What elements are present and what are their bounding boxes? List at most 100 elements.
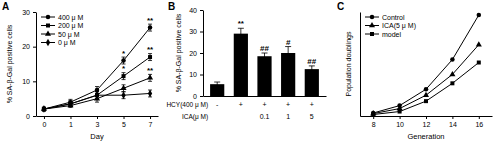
error-bar [148, 90, 152, 97]
annotation: ** [147, 66, 154, 75]
axis-line [203, 11, 204, 97]
legend-symbol [370, 32, 374, 36]
legend-symbol [369, 22, 375, 27]
marker [398, 110, 402, 114]
tick-mark [124, 116, 125, 119]
legend: ControlICA(5 μ M)model [365, 14, 416, 38]
marker [147, 74, 153, 79]
tick: 7 [149, 116, 153, 128]
tick: 8 [372, 116, 376, 128]
tick: 5 [122, 116, 126, 128]
tick-mark [33, 81, 36, 82]
x-axis-title: Generation [407, 132, 444, 141]
row-label: HCY(400 μ M) [166, 101, 208, 109]
marker [477, 61, 481, 65]
panel-label: C [337, 1, 344, 12]
tick-mark [150, 116, 151, 119]
table-cell: 5 [310, 113, 314, 120]
x-axis-title: Day [90, 132, 104, 141]
tick-mark [70, 116, 71, 119]
error-bar [262, 53, 268, 59]
bar [257, 56, 271, 96]
annotation: # [286, 38, 291, 47]
marker [42, 105, 46, 112]
tick-mark [33, 116, 36, 117]
table-cell: 0.1 [260, 113, 270, 120]
error-bar [68, 101, 72, 107]
error-bar [95, 92, 99, 99]
tick-label: 20 [22, 43, 30, 50]
tick-label: 7 [149, 121, 153, 128]
tick-mark [400, 116, 401, 119]
legend-label: 200 μ M [58, 22, 84, 30]
marker [95, 91, 99, 98]
figure: 013570102030********400 μ M200 μ M50 μ M… [0, 0, 500, 145]
marker [122, 74, 126, 78]
axis-line [36, 13, 37, 117]
tick: 20 [189, 50, 203, 57]
annotation: ## [260, 44, 269, 53]
tick-label: 12 [423, 121, 431, 128]
tick-label: 30 [22, 9, 30, 16]
y-axis-title: % SA-β-Gal positive cells [175, 13, 183, 92]
annotation: ** [147, 16, 154, 25]
marker [148, 90, 152, 97]
table-cell: - [216, 101, 219, 108]
marker [148, 55, 152, 59]
tick-label: 16 [475, 121, 483, 128]
axis [360, 13, 361, 117]
row-label: ICA(μ M) [182, 113, 208, 121]
annotation: ## [307, 57, 316, 66]
tick-mark [200, 75, 203, 76]
tick: 3 [96, 116, 100, 128]
annotation: ** [147, 45, 154, 54]
tick: 10 [189, 71, 203, 78]
marker [424, 87, 429, 92]
marker [449, 71, 455, 76]
axis-line [360, 13, 361, 117]
error-bar [122, 92, 126, 99]
marker [424, 99, 428, 103]
legend-label: 50 μ M [58, 31, 80, 39]
tick-mark [452, 116, 453, 119]
tick-label: 10 [22, 78, 30, 85]
plot-area [41, 24, 153, 113]
axis: 810121416 [361, 116, 493, 128]
tick-label: 3 [96, 121, 100, 128]
marker [476, 41, 482, 46]
legend-label: ICA(5 μ M) [382, 22, 416, 30]
tick-label: 0 [43, 121, 47, 128]
legend-label: Control [382, 14, 405, 21]
tick-label: 8 [372, 121, 376, 128]
tick-mark [200, 96, 203, 97]
series-line [373, 45, 479, 114]
marker [450, 57, 455, 62]
marker [148, 25, 153, 30]
tick-label: 40 [189, 7, 197, 14]
tick: 30 [22, 9, 36, 16]
tick-mark [97, 116, 98, 119]
tick: 0 [43, 116, 47, 128]
table-cell: + [310, 101, 314, 108]
marker [371, 113, 375, 116]
tick: 10 [396, 116, 404, 128]
tick: 12 [423, 116, 431, 128]
y-axis-title: % SA-β-Gal positive cells [6, 24, 14, 103]
legend: 400 μ M200 μ M50 μ M0 μ M [41, 14, 84, 48]
tick-mark [373, 116, 374, 119]
error-bar [238, 28, 244, 39]
tick-label: 0 [193, 93, 197, 100]
marker [477, 13, 482, 18]
legend-symbol [45, 30, 51, 35]
tick: 0 [193, 93, 203, 100]
marker [121, 91, 125, 98]
panel-label: B [168, 1, 175, 12]
series-line [373, 15, 479, 113]
tick-label: 10 [189, 71, 197, 78]
tick-label: 0 [26, 113, 30, 120]
annotation: * [122, 49, 126, 58]
tick: 30 [189, 28, 203, 35]
legend-symbol [46, 39, 50, 46]
tick-mark [479, 116, 480, 119]
legend-symbol [46, 15, 51, 20]
